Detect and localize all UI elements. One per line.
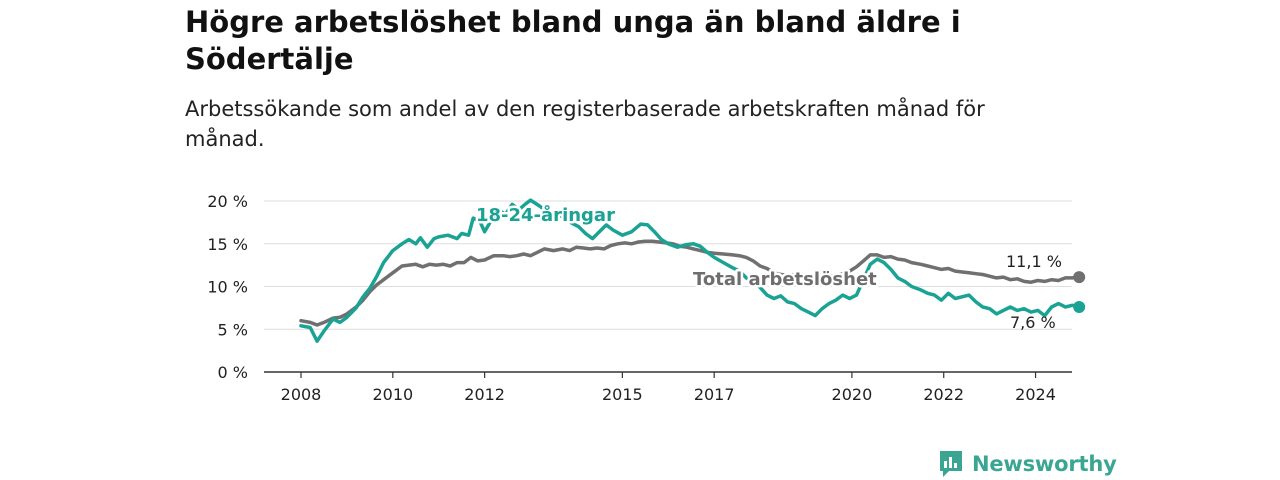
x-tick-label: 2012 <box>464 385 505 404</box>
axes: 0 % 5 % 10 % 15 % 20 % 2008 2010 2012 2015 2017 20… <box>207 192 1072 404</box>
series-lines <box>299 198 1086 343</box>
x-tick-label: 2010 <box>372 385 413 404</box>
end-point-total <box>1073 271 1086 284</box>
y-tick-label: 5 % <box>218 320 248 339</box>
end-label-youth: 7,6 % <box>1010 313 1056 332</box>
series-line-total <box>299 239 1081 327</box>
x-tick-label: 2017 <box>694 385 735 404</box>
y-tick-label: 0 % <box>218 363 248 382</box>
x-tick-label: 2022 <box>923 385 964 404</box>
y-tick-label: 10 % <box>207 278 248 297</box>
x-tick-label: 2024 <box>1015 385 1056 404</box>
chart-title: Högre arbetslöshet bland unga än bland ä… <box>185 5 961 76</box>
y-tick-label: 20 % <box>207 192 248 211</box>
x-tick-label: 2015 <box>602 385 643 404</box>
brand-name: Newsworthy <box>972 452 1117 476</box>
y-tick-label: 15 % <box>207 235 248 254</box>
newsworthy-logo-icon <box>940 451 962 477</box>
x-tick-label: 2020 <box>832 385 873 404</box>
newsworthy-brand: Newsworthy <box>938 449 1117 479</box>
series-labels: 18-24-åringar Total arbetslöshet 11,1 % … <box>474 202 1062 333</box>
end-label-total: 11,1 % <box>1006 252 1062 271</box>
end-point-youth <box>1073 301 1086 314</box>
grid-lines <box>264 200 1072 330</box>
x-tick-label: 2008 <box>281 385 322 404</box>
series-label-total: Total arbetslöshet <box>693 269 877 290</box>
series-label-youth: 18-24-åringar <box>476 204 615 226</box>
line-chart: 0 % 5 % 10 % 15 % 20 % 2008 2010 2012 2015 2017 20… <box>207 192 1086 404</box>
chart-subtitle: Arbetssökande som andel av den registerb… <box>185 97 985 151</box>
series-line-youth <box>299 198 1081 343</box>
